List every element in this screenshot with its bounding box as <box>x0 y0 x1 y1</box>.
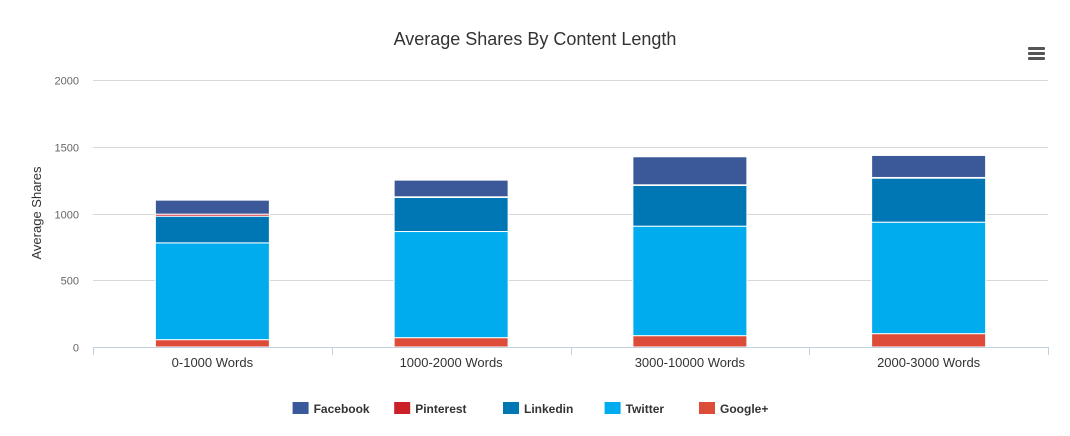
bar-segment-twitter[interactable] <box>871 221 987 335</box>
bar-segment-linkedin[interactable] <box>393 196 509 233</box>
y-tick-label: 1000 <box>55 210 79 222</box>
axis-layer: 0 500 1000 1500 2000 0-1000 Words 1000-2000 Wo… <box>55 76 1049 370</box>
legend-swatch <box>699 402 715 414</box>
legend-label: Facebook <box>314 402 370 416</box>
chart-title: Average Shares By Content Length <box>394 29 677 49</box>
legend[interactable]: Facebook Pinterest Linkedin Twitter Google+ <box>292 402 769 416</box>
legend-swatch <box>292 402 309 414</box>
legend-item-pinterest[interactable]: Pinterest <box>394 402 467 416</box>
bars-layer <box>154 154 987 348</box>
legend-item-linkedin[interactable]: Linkedin <box>503 402 573 416</box>
bar-segment-google-[interactable] <box>154 339 270 348</box>
legend-label: Twitter <box>626 402 665 416</box>
menu-line <box>1028 47 1045 50</box>
bar-segment-facebook[interactable] <box>393 179 509 198</box>
y-tick-label: 500 <box>61 276 79 288</box>
hamburger-menu-icon[interactable] <box>1024 42 1050 64</box>
bar-segment-google-[interactable] <box>632 335 748 348</box>
legend-label: Pinterest <box>415 402 466 416</box>
x-tick-label: 1000-2000 Words <box>400 355 504 370</box>
legend-item-google-[interactable]: Google+ <box>699 402 768 416</box>
legend-item-facebook[interactable]: Facebook <box>292 402 370 416</box>
bar-segment-facebook[interactable] <box>632 156 748 186</box>
legend-swatch <box>503 402 519 414</box>
bar-segment-facebook[interactable] <box>154 199 270 215</box>
legend-label: Linkedin <box>524 402 573 416</box>
bar-segment-linkedin[interactable] <box>871 177 987 223</box>
legend-label: Google+ <box>720 402 768 416</box>
x-tick-label: 0-1000 Words <box>172 355 254 370</box>
menu-line <box>1028 57 1045 60</box>
bar-segment-twitter[interactable] <box>632 225 748 337</box>
bar-segment-twitter[interactable] <box>393 231 509 339</box>
x-tick-label: 2000-3000 Words <box>877 355 981 370</box>
y-tick-label: 0 <box>73 343 79 355</box>
x-tick-label: 3000-10000 Words <box>635 355 746 370</box>
y-axis-label: Average Shares <box>29 166 44 259</box>
bar-segment-facebook[interactable] <box>871 154 987 178</box>
bar-segment-twitter[interactable] <box>154 242 270 341</box>
y-tick-label: 2000 <box>55 76 79 88</box>
bar-segment-google-[interactable] <box>393 337 509 348</box>
legend-swatch <box>394 402 411 414</box>
legend-item-twitter[interactable]: Twitter <box>604 402 665 416</box>
bar-segment-google-[interactable] <box>871 333 987 348</box>
menu-line <box>1028 52 1045 55</box>
bar-segment-linkedin[interactable] <box>154 215 270 244</box>
y-tick-label: 1500 <box>55 143 79 155</box>
legend-swatch <box>604 402 621 414</box>
bar-segment-linkedin[interactable] <box>632 184 748 227</box>
